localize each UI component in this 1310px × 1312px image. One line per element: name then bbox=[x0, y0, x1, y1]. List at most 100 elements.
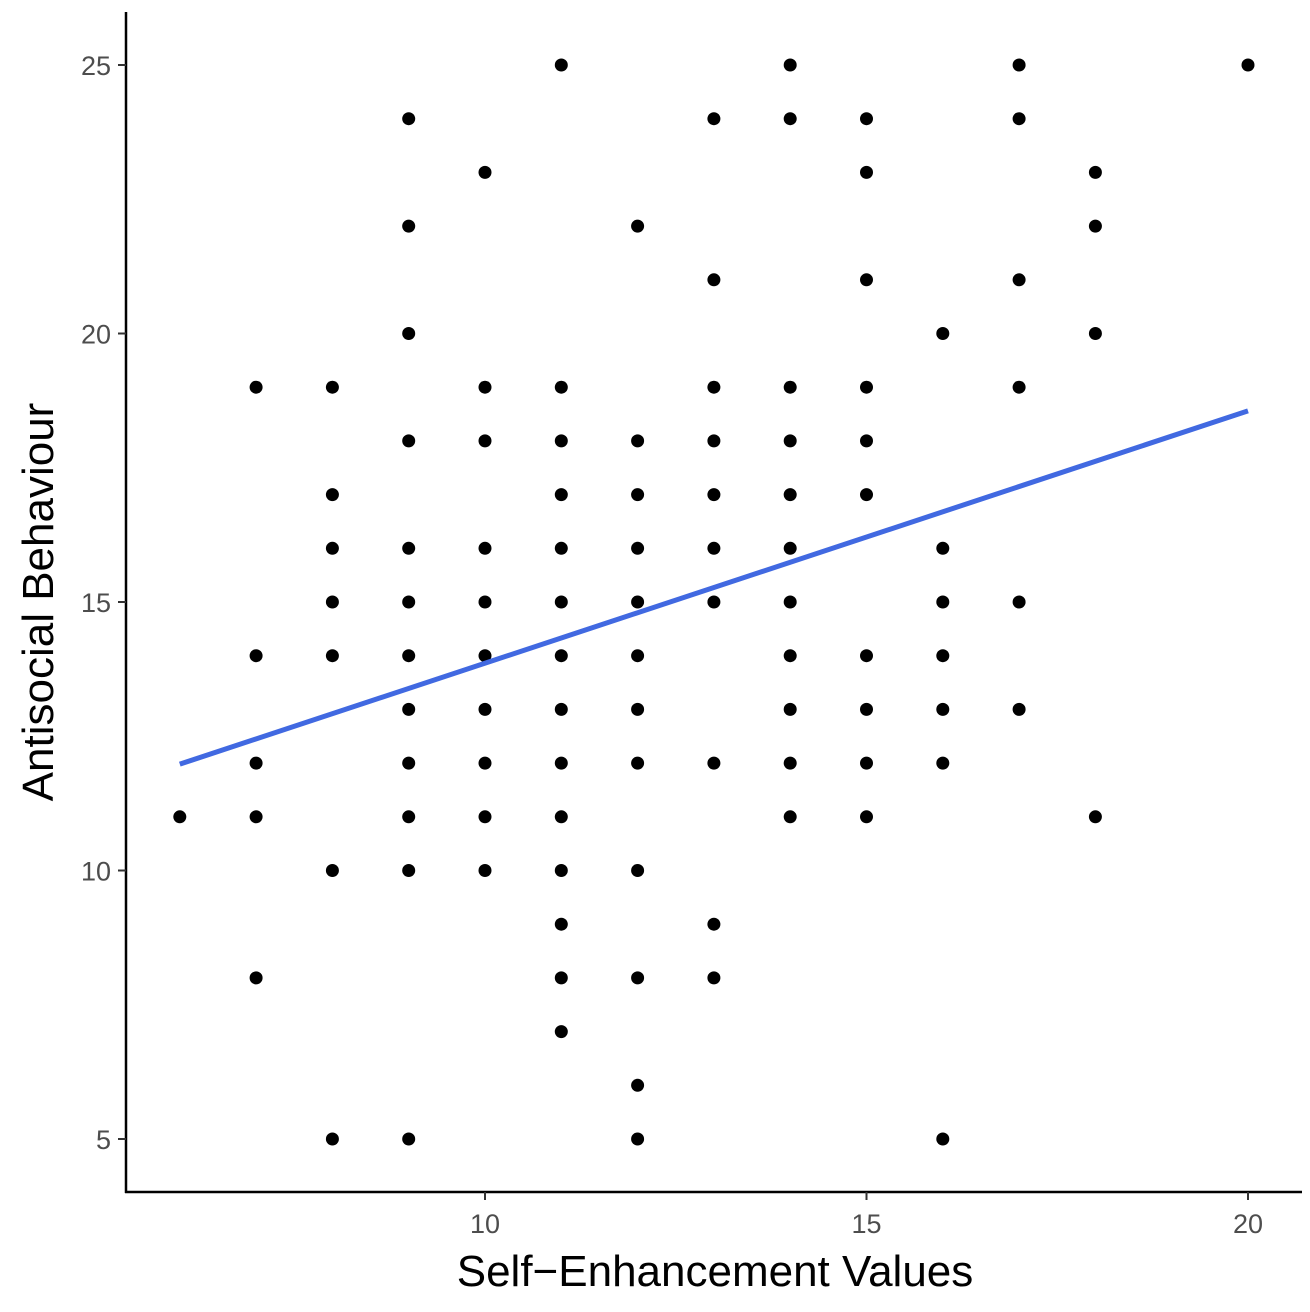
data-point bbox=[325, 864, 339, 877]
data-point bbox=[860, 380, 873, 394]
data-point bbox=[402, 112, 416, 126]
data-point bbox=[936, 541, 950, 555]
x-axis-title: Self−Enhancement Values bbox=[457, 1247, 974, 1296]
data-point bbox=[1012, 595, 1026, 609]
data-point bbox=[707, 541, 721, 555]
data-point bbox=[1012, 380, 1026, 394]
y-tick-label: 5 bbox=[96, 1125, 111, 1155]
data-point bbox=[1012, 58, 1026, 72]
data-point bbox=[860, 649, 873, 663]
data-point bbox=[783, 380, 797, 394]
data-point bbox=[402, 810, 416, 824]
data-point bbox=[249, 810, 263, 824]
data-point bbox=[936, 327, 950, 340]
data-point bbox=[402, 864, 416, 877]
data-point bbox=[783, 595, 797, 609]
data-point bbox=[478, 165, 492, 179]
data-point bbox=[1012, 702, 1026, 716]
data-point bbox=[631, 1078, 645, 1092]
data-point bbox=[554, 810, 568, 824]
trend-line bbox=[179, 408, 1249, 767]
data-point bbox=[478, 380, 492, 394]
data-point bbox=[783, 649, 797, 663]
data-point bbox=[1012, 273, 1026, 287]
data-point bbox=[249, 971, 263, 985]
data-point bbox=[707, 971, 721, 985]
data-point bbox=[707, 273, 721, 287]
ticks: 5 10 15 20 25 10 15 20 bbox=[81, 51, 1263, 1239]
data-point bbox=[554, 380, 568, 394]
data-point bbox=[707, 917, 721, 931]
points-layer bbox=[173, 58, 1255, 1146]
data-point bbox=[936, 756, 950, 770]
data-point bbox=[325, 649, 339, 663]
data-point bbox=[860, 756, 873, 770]
data-point bbox=[478, 756, 492, 770]
data-point bbox=[707, 595, 721, 609]
data-point bbox=[478, 649, 492, 663]
data-point bbox=[478, 810, 492, 824]
data-point bbox=[1088, 810, 1102, 824]
y-tick-label: 25 bbox=[81, 51, 111, 81]
y-tick-label: 15 bbox=[81, 588, 111, 618]
data-point bbox=[478, 864, 492, 877]
data-point bbox=[631, 649, 645, 663]
data-point bbox=[860, 273, 873, 287]
data-point bbox=[402, 1132, 416, 1146]
data-point bbox=[249, 756, 263, 770]
data-point bbox=[402, 649, 416, 663]
data-point bbox=[707, 488, 721, 502]
data-point bbox=[631, 219, 645, 233]
data-point bbox=[1012, 112, 1026, 126]
data-point bbox=[707, 380, 721, 394]
data-point bbox=[554, 58, 568, 72]
data-point bbox=[554, 917, 568, 931]
data-point bbox=[402, 327, 416, 340]
data-point bbox=[631, 541, 645, 555]
data-point bbox=[631, 756, 645, 770]
data-point bbox=[707, 112, 721, 126]
data-point bbox=[554, 488, 568, 502]
data-point bbox=[325, 1132, 339, 1146]
y-tick-label: 20 bbox=[81, 320, 111, 350]
data-point bbox=[1088, 327, 1102, 340]
data-point bbox=[402, 756, 416, 770]
data-point bbox=[707, 434, 721, 448]
data-point bbox=[1088, 219, 1102, 233]
data-point bbox=[936, 649, 950, 663]
data-point bbox=[860, 434, 873, 448]
data-point bbox=[402, 541, 416, 555]
data-point bbox=[860, 702, 873, 716]
x-tick-label: 20 bbox=[1233, 1209, 1263, 1239]
data-point bbox=[783, 58, 797, 72]
data-point bbox=[707, 756, 721, 770]
data-point bbox=[860, 488, 873, 502]
data-point bbox=[631, 971, 645, 985]
data-point bbox=[249, 380, 263, 394]
x-tick-label: 15 bbox=[851, 1209, 881, 1239]
data-point bbox=[554, 595, 568, 609]
data-point bbox=[554, 649, 568, 663]
data-point bbox=[249, 649, 263, 663]
data-point bbox=[554, 434, 568, 448]
data-point bbox=[325, 380, 339, 394]
data-point bbox=[783, 541, 797, 555]
data-point bbox=[478, 702, 492, 716]
data-point bbox=[631, 864, 645, 877]
data-point bbox=[1088, 165, 1102, 179]
data-point bbox=[402, 595, 416, 609]
x-tick-label: 10 bbox=[470, 1209, 500, 1239]
data-point bbox=[402, 702, 416, 716]
data-point bbox=[936, 702, 950, 716]
data-point bbox=[631, 488, 645, 502]
data-point bbox=[554, 702, 568, 716]
data-point bbox=[554, 971, 568, 985]
data-point bbox=[783, 702, 797, 716]
data-point bbox=[478, 541, 492, 555]
data-point bbox=[1241, 58, 1255, 72]
data-point bbox=[783, 488, 797, 502]
data-point bbox=[631, 434, 645, 448]
data-point bbox=[402, 434, 416, 448]
data-point bbox=[631, 702, 645, 716]
data-point bbox=[554, 756, 568, 770]
